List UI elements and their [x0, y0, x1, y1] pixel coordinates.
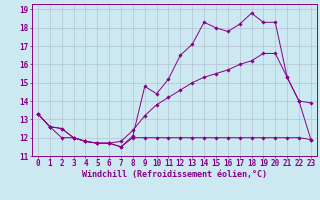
X-axis label: Windchill (Refroidissement éolien,°C): Windchill (Refroidissement éolien,°C)	[82, 170, 267, 179]
